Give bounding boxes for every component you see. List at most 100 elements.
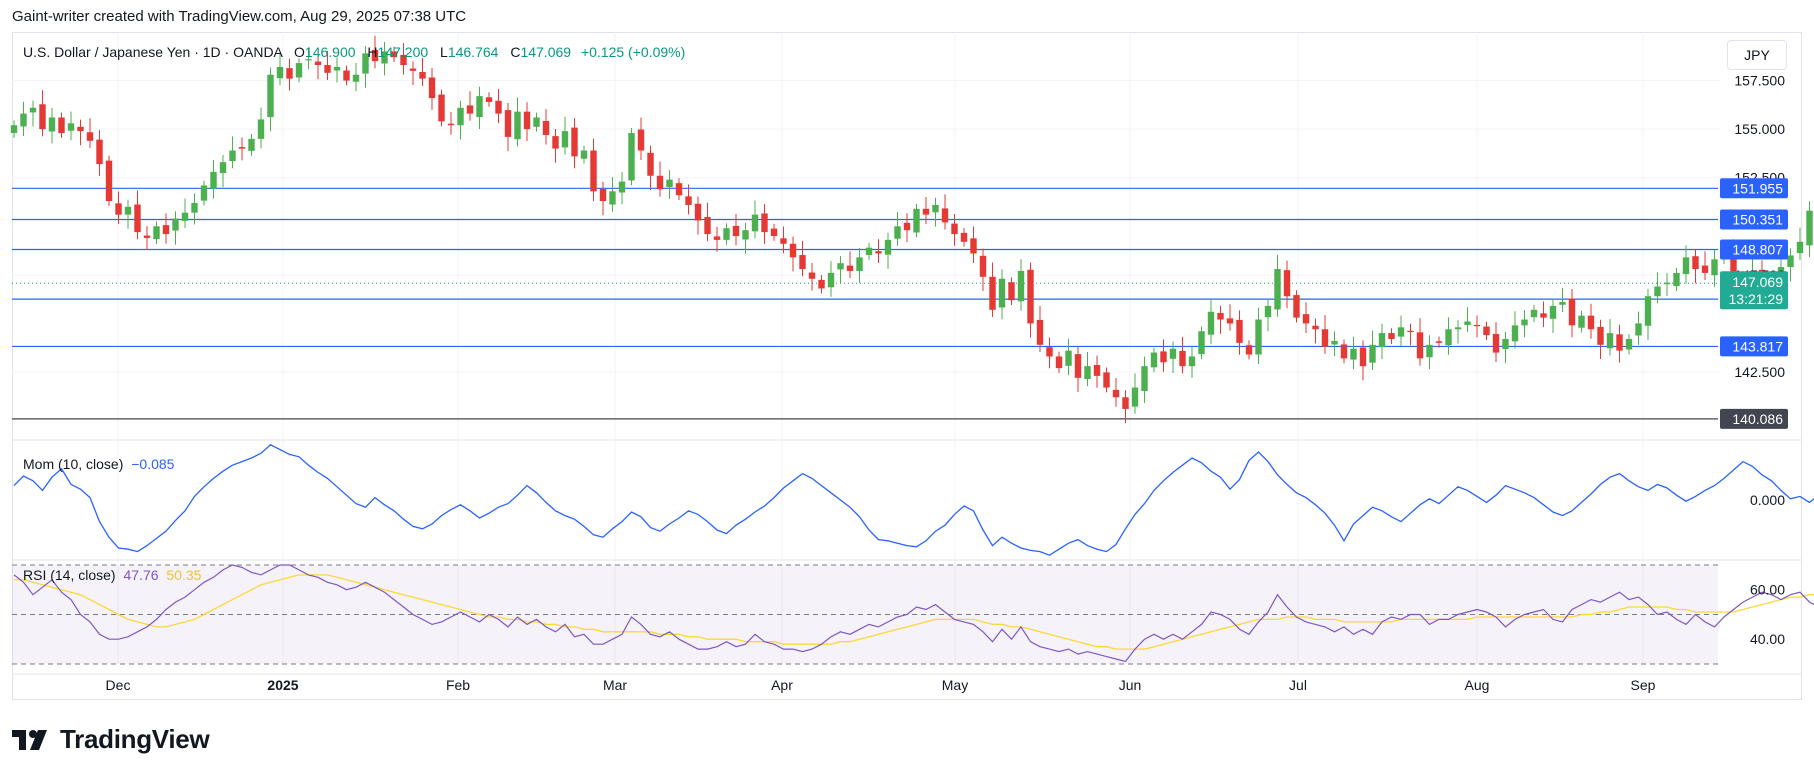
candle-body <box>447 123 455 126</box>
candle-body <box>77 126 84 132</box>
candle-body <box>48 117 56 132</box>
candle-body <box>1245 345 1253 355</box>
chart-caption: Gaint-writer created with TradingView.co… <box>12 8 467 25</box>
rsi-value: 47.76 <box>123 567 159 583</box>
candle-body <box>666 179 673 188</box>
candle-body <box>1540 313 1547 318</box>
candle-body <box>1255 319 1262 355</box>
candle-body <box>333 66 341 71</box>
candle-body <box>1445 329 1452 346</box>
candle-body <box>1179 351 1186 367</box>
candle-body <box>1568 298 1576 326</box>
rsi-line <box>13 564 1814 663</box>
candle-body <box>1236 319 1243 343</box>
candle-body <box>884 239 892 255</box>
candle-body <box>989 276 996 310</box>
candle-body <box>200 185 208 201</box>
last-price-label: 147.069 <box>1732 274 1783 290</box>
candle-body <box>1321 329 1329 347</box>
candle-body <box>419 72 426 79</box>
candle-body <box>1625 338 1633 350</box>
candle-body <box>1492 333 1500 353</box>
candle-body <box>1426 344 1433 358</box>
candle-body <box>248 138 255 151</box>
candle-body <box>1169 348 1177 359</box>
candle-body <box>903 222 911 231</box>
candle-body <box>694 203 702 221</box>
rsi-axis-tick: 60.00 <box>1750 582 1785 598</box>
candle-body <box>1264 305 1272 318</box>
candle-body <box>1293 295 1300 318</box>
candle-body <box>1616 334 1623 351</box>
candle-body <box>238 147 246 149</box>
symbol-title[interactable]: U.S. Dollar / Japanese Yen · 1D · OANDA <box>23 44 283 60</box>
time-axis-label: Jul <box>1289 677 1307 693</box>
candle-body <box>1084 366 1091 379</box>
candle-body <box>1692 256 1699 270</box>
candle-body <box>941 208 949 223</box>
candle-body <box>1606 333 1614 349</box>
candle-body <box>1378 333 1386 348</box>
candle-body <box>533 117 540 127</box>
candle-body <box>295 63 303 78</box>
candle-body <box>20 113 27 127</box>
candle-body <box>1188 356 1196 367</box>
candle-body <box>210 171 217 189</box>
momentum-legend[interactable]: Mom (10, close) −0.085 <box>23 456 174 472</box>
candle-body <box>1654 286 1661 297</box>
candle-body <box>124 206 132 215</box>
candle-body <box>1046 347 1053 357</box>
candle-body <box>1454 327 1462 330</box>
candle-body <box>257 119 265 139</box>
candle-body <box>1350 348 1357 360</box>
candle-body <box>1730 251 1737 275</box>
candle-body <box>1027 269 1034 324</box>
low-label: L <box>440 44 448 60</box>
price-axis-tick: 155.000 <box>1734 121 1785 137</box>
candle-body <box>1160 351 1167 363</box>
candle-body <box>514 111 521 140</box>
candle-body <box>286 68 293 79</box>
candle-body <box>504 110 512 137</box>
candle-body <box>1397 327 1405 337</box>
candle-body <box>1711 259 1718 276</box>
candle-body <box>1131 387 1139 407</box>
candle-body <box>818 279 825 289</box>
level-price-label: 143.817 <box>1732 338 1783 354</box>
candle-body <box>1141 366 1148 392</box>
momentum-axis-tick: 0.000 <box>1750 492 1785 508</box>
candle-body <box>143 235 151 238</box>
candle-body <box>1226 318 1234 324</box>
candle-body <box>1559 302 1566 305</box>
candle-body <box>713 236 721 240</box>
level-price-label: 151.955 <box>1732 180 1783 196</box>
candle-body <box>808 272 816 279</box>
level-price-badge <box>1720 209 1788 230</box>
candle-body <box>827 272 835 288</box>
change-value: +0.125 (+0.09%) <box>580 44 686 60</box>
candle-body <box>685 196 692 205</box>
time-axis-label: May <box>942 677 968 693</box>
candle-body <box>1701 265 1709 273</box>
candle-body <box>1331 340 1338 345</box>
candle-body <box>628 133 635 181</box>
candle-body <box>856 257 863 271</box>
candle-body <box>1274 269 1281 310</box>
candle-body <box>115 203 122 215</box>
close-label: C <box>510 44 521 60</box>
candle-body <box>1587 315 1595 330</box>
candle-body <box>1122 397 1129 409</box>
candle-body <box>1283 270 1291 297</box>
candle-body <box>134 204 141 233</box>
candle-body <box>1074 354 1082 378</box>
momentum-value: −0.085 <box>131 456 175 472</box>
price-legend: U.S. Dollar / Japanese Yen · 1D · OANDA … <box>23 44 685 60</box>
rsi-legend[interactable]: RSI (14, close) 47.76 50.35 <box>23 567 201 583</box>
candle-body <box>476 96 483 118</box>
candle-body <box>1473 324 1481 327</box>
candle-body <box>29 107 37 113</box>
tradingview-logo[interactable]: TradingView <box>12 724 210 755</box>
level-price-label: 140.086 <box>1732 411 1783 427</box>
currency-button[interactable]: JPY <box>1727 40 1787 70</box>
